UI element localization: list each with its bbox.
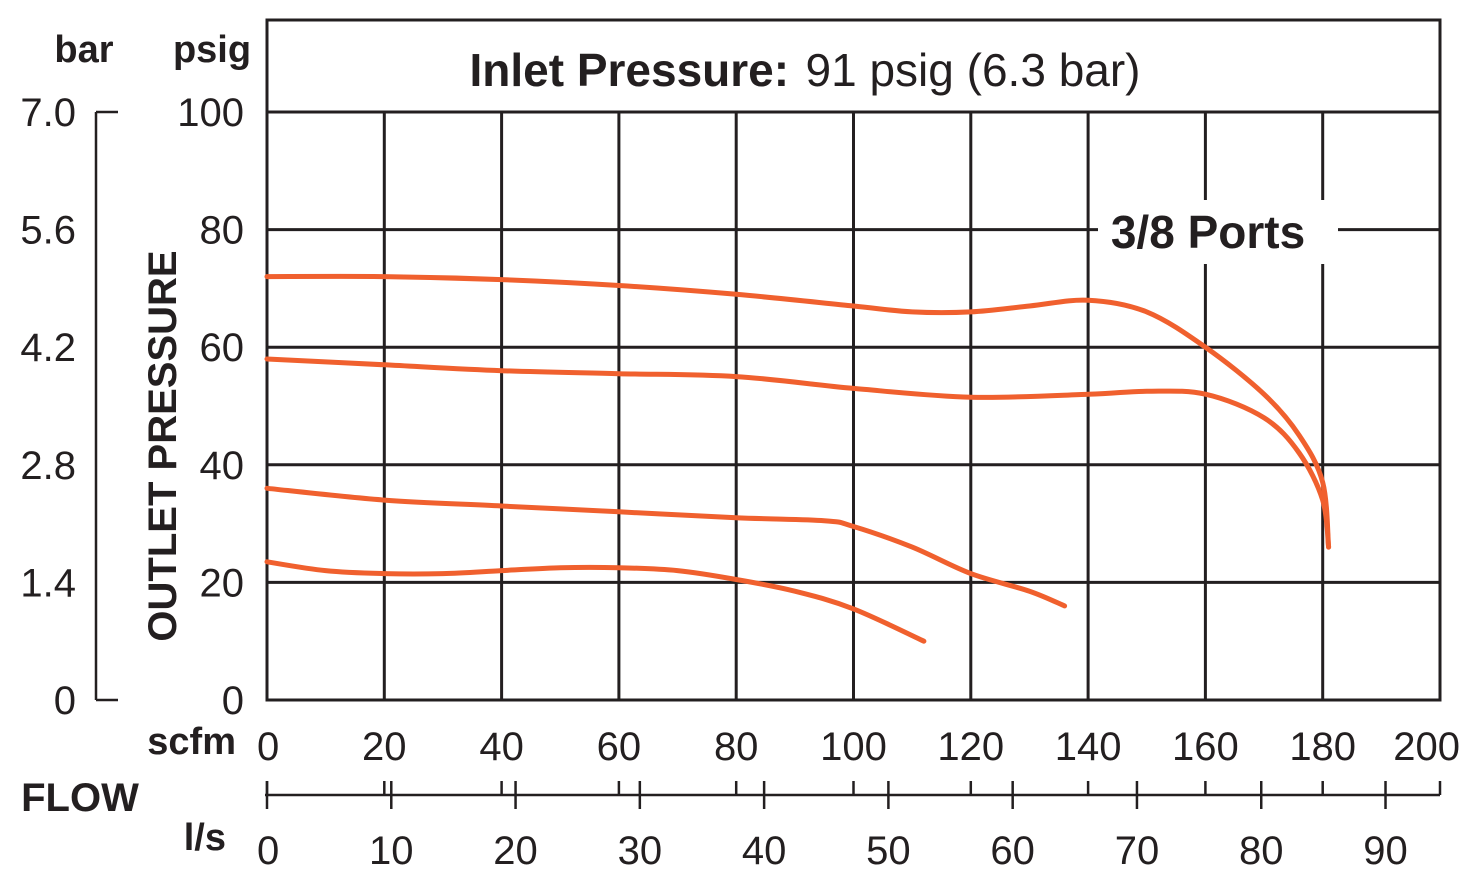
ls-tick-label: 50: [866, 829, 911, 873]
ls-tick-label: 20: [493, 829, 538, 873]
grid: [94, 18, 1442, 809]
series-line-2: [264, 356, 1332, 550]
chart-title-bold: Inlet Pressure:: [470, 44, 790, 96]
scfm-tick-label: 160: [1172, 725, 1239, 769]
annotation-bg: [1098, 200, 1338, 264]
bar-tick-label: 1.4: [20, 561, 76, 605]
scfm-tick-label: 40: [479, 725, 524, 769]
y-axis-label: OUTLET PRESSURE: [141, 250, 185, 641]
ls-tick-label: 0: [257, 829, 279, 873]
bar-tick-label: 0: [54, 679, 76, 723]
series-line-3: [264, 485, 1068, 609]
scfm-tick-label: 60: [597, 725, 642, 769]
ls-tick-label: 80: [1239, 829, 1284, 873]
x-axis-label: FLOW: [21, 776, 139, 820]
curves: [264, 273, 1332, 644]
scfm-tick-label: 140: [1055, 725, 1122, 769]
chart-title: Inlet Pressure: 91 psig (6.3 bar): [470, 44, 1141, 96]
bar-tick-label: 7.0: [20, 91, 76, 135]
psig-unit-label: psig: [173, 29, 251, 71]
scfm-tick-label: 200: [1393, 725, 1460, 769]
scfm-tick-label: 180: [1289, 725, 1356, 769]
psig-tick-label: 20: [200, 561, 245, 605]
scfm-tick-label: 0: [257, 725, 279, 769]
psig-tick-label: 100: [177, 91, 244, 135]
scfm-tick-label: 20: [362, 725, 407, 769]
psig-tick-label: 40: [200, 444, 245, 488]
ls-tick-label: 90: [1363, 829, 1408, 873]
bar-tick-label: 2.8: [20, 444, 76, 488]
chart-title-rest: 91 psig (6.3 bar): [806, 44, 1141, 96]
scfm-tick-label: 120: [937, 725, 1004, 769]
scfm-tick-label: 80: [714, 725, 759, 769]
scfm-unit-label: scfm: [147, 721, 236, 763]
bar-tick-label: 5.6: [20, 209, 76, 253]
scfm-tick-label: 100: [820, 725, 887, 769]
psig-tick-label: 80: [200, 209, 245, 253]
series-line-4: [264, 559, 927, 644]
ls-tick-label: 40: [742, 829, 787, 873]
series-line-1: [264, 273, 1332, 550]
ls-tick-label: 30: [618, 829, 663, 873]
ports-annotation: 3/8 Ports: [1111, 206, 1305, 258]
ls-tick-label: 70: [1115, 829, 1160, 873]
psig-tick-label: 0: [222, 679, 244, 723]
psig-tick-label: 60: [200, 326, 245, 370]
bar-unit-label: bar: [54, 29, 113, 71]
ls-tick-label: 10: [369, 829, 414, 873]
ls-unit-label: l/s: [184, 817, 226, 859]
ls-tick-label: 60: [990, 829, 1035, 873]
labels: Inlet Pressure: 91 psig (6.3 bar) 3/8 Po…: [21, 29, 1338, 859]
bar-tick-label: 4.2: [20, 326, 76, 370]
